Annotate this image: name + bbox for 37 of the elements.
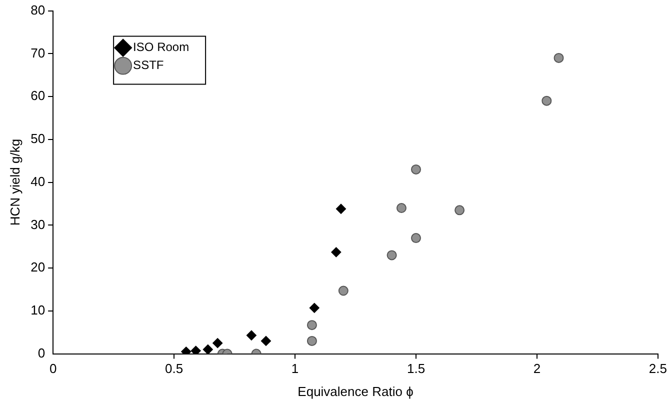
x-axis-title: Equivalence Ratio ϕ xyxy=(298,384,414,399)
point xyxy=(212,338,223,348)
y-tick-label: 60 xyxy=(30,88,46,104)
y-tick-label: 30 xyxy=(30,216,46,232)
point xyxy=(190,346,201,354)
point xyxy=(202,344,213,354)
x-tick-label: 1.5 xyxy=(406,361,426,376)
point xyxy=(386,250,397,260)
point xyxy=(396,203,406,214)
y-tick-label: 80 xyxy=(30,2,46,18)
x-tick-label: 2.5 xyxy=(648,361,668,376)
x-tick-label: 0.5 xyxy=(165,361,184,376)
x-tick-label: 0 xyxy=(49,361,57,376)
point xyxy=(338,286,348,296)
point xyxy=(246,330,256,340)
y-tick-label: 20 xyxy=(30,260,46,275)
legend-label: ISO Room xyxy=(133,40,190,54)
point xyxy=(411,164,422,174)
x-tick-label: 2 xyxy=(533,361,541,376)
point xyxy=(554,52,564,63)
legend-label: SSTF xyxy=(133,58,164,72)
point xyxy=(309,302,320,313)
point xyxy=(454,205,465,216)
y-tick-label: 50 xyxy=(30,131,46,146)
point xyxy=(411,233,422,244)
point xyxy=(542,96,552,106)
y-tick-label: 0 xyxy=(38,345,46,360)
point xyxy=(260,336,271,346)
y-axis-title: HCN yield g/kg xyxy=(7,138,22,226)
x-tick-label: 1 xyxy=(291,361,299,376)
point xyxy=(306,336,317,346)
y-tick-label: 40 xyxy=(30,174,46,189)
y-tick-label: 70 xyxy=(30,45,46,60)
point xyxy=(306,320,317,330)
point xyxy=(336,204,346,214)
point xyxy=(331,247,342,258)
y-tick-label: 10 xyxy=(30,302,46,318)
